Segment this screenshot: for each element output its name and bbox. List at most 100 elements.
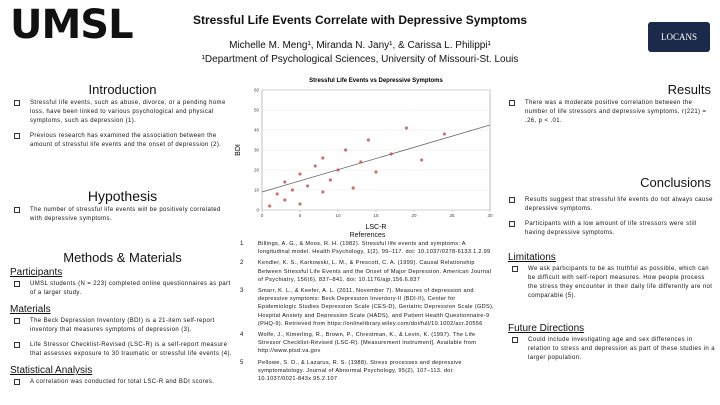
- section-heading: Conclusions: [640, 175, 711, 190]
- reference-number: 1: [240, 241, 244, 247]
- data-point: [359, 160, 363, 164]
- bullet-list: The number of stressful life events will…: [10, 206, 235, 224]
- x-tick-label: 20: [411, 213, 417, 218]
- reference: 5 Pellowe, S. D., & Lazarus, R. S. (1988)…: [240, 359, 495, 384]
- data-point: [298, 172, 302, 176]
- x-tick-label: 25: [449, 213, 455, 218]
- y-axis-label: BDI: [235, 144, 242, 156]
- subheading: Participants: [10, 267, 63, 278]
- limitations: Limitations We ask participants to be as…: [508, 250, 715, 307]
- x-tick-label: 15: [373, 213, 379, 218]
- future-directions: Future Directions Could include investig…: [508, 321, 715, 369]
- data-point: [306, 184, 310, 188]
- reference: 2 Kendler, K. S., Karkowski, L. M., & Pre…: [240, 259, 495, 284]
- reference-list: 1 Billings, A. G., & Moos, R. H. (1982). …: [240, 240, 495, 383]
- data-point: [321, 156, 325, 160]
- bullet-item: Stressful life events, such as abuse, di…: [10, 99, 235, 126]
- bullet-item: There was a moderate positive correlatio…: [505, 99, 715, 126]
- references: References 1 Billings, A. G., & Moos, R. …: [240, 232, 495, 386]
- affiliation: ¹Department of Psychological Sciences, U…: [201, 54, 519, 65]
- bullet-list: Could include investigating age and sex …: [508, 336, 715, 363]
- bullet-item: We ask participants to be as truthful as…: [508, 265, 715, 301]
- bullet-item: The number of stressful life events will…: [10, 206, 235, 224]
- bullet-item: Previous research has examined the assoc…: [10, 132, 235, 150]
- bullet-item: A correlation was conducted for total LS…: [10, 378, 235, 387]
- bullet-list: A correlation was conducted for total LS…: [10, 378, 235, 387]
- bullet-item: Participants with a low amount of life s…: [505, 220, 715, 238]
- x-tick-label: 30: [487, 213, 493, 218]
- subheading: Materials: [10, 304, 51, 315]
- reference: 4 Wolfe, J., Kimerling, R., Brown, P., Ch…: [240, 331, 495, 356]
- introduction: Introduction Stressful life events, such…: [10, 82, 235, 156]
- x-tick-label: 5: [299, 213, 302, 218]
- x-tick-label: 0: [261, 213, 264, 218]
- data-point: [321, 190, 325, 194]
- bullet-list: Results suggest that stressful life even…: [505, 196, 715, 238]
- reference-text: Kendler, K. S., Karkowski, L. M., & Pres…: [258, 260, 492, 283]
- section-heading: Methods & Materials: [63, 250, 182, 265]
- data-point: [351, 186, 355, 190]
- data-point: [404, 126, 408, 130]
- data-point: [336, 168, 340, 172]
- subheading: Limitations: [508, 252, 556, 263]
- reference-number: 4: [240, 332, 244, 339]
- data-point: [290, 188, 294, 192]
- reference-text: Smarr, K. L., & Keefer, A. L. (2011, Nov…: [258, 288, 495, 327]
- data-point: [298, 202, 302, 206]
- university-logo: UMSL: [10, 2, 134, 48]
- bullet-list: There was a moderate positive correlatio…: [505, 99, 715, 126]
- x-tick-label: 10: [335, 213, 341, 218]
- data-point: [283, 180, 287, 184]
- data-point: [275, 192, 279, 196]
- data-point: [313, 164, 317, 168]
- results: Results There was a moderate positive co…: [505, 82, 715, 132]
- bullet-item: UMSL students (N = 223) completed online…: [10, 280, 235, 298]
- reference-number: 5: [240, 359, 244, 366]
- subheading: Statistical Analysis: [10, 365, 93, 376]
- bullet-item: Could include investigating age and sex …: [508, 336, 715, 363]
- methods-body: Participants UMSL students (N = 223) comp…: [10, 267, 235, 387]
- section-heading: Introduction: [88, 82, 157, 97]
- section-heading: Hypothesis: [87, 188, 158, 204]
- bullet-list: Stressful life events, such as abuse, di…: [10, 99, 235, 150]
- y-tick-label: 10: [254, 188, 260, 193]
- hypothesis: Hypothesis The number of stressful life …: [10, 188, 235, 230]
- scatter-chart: Stressful Life Events vs Depressive Symp…: [235, 78, 493, 231]
- section-heading: Results: [667, 82, 711, 97]
- bullet-list: We ask participants to be as truthful as…: [508, 265, 715, 301]
- data-point: [328, 178, 332, 182]
- reference-text: Wolfe, J., Kimerling, R., Brown, P., Chr…: [258, 332, 477, 355]
- reference: 3 Smarr, K. L., & Keefer, A. L. (2011, No…: [240, 287, 495, 328]
- chart-title: Stressful Life Events vs Depressive Symp…: [309, 78, 443, 84]
- y-tick-label: 20: [254, 168, 260, 173]
- data-point: [344, 148, 348, 152]
- reference-text: Billings, A. G., & Moos, R. H. (1982). S…: [258, 241, 491, 256]
- bullet-item: Life Stressor Checklist-Revised (LSC-R) …: [10, 341, 235, 359]
- bullet-item: Results suggest that stressful life even…: [505, 196, 715, 214]
- x-axis-label: LSC-R: [365, 224, 386, 231]
- bullet-list: UMSL students (N = 223) completed online…: [10, 280, 235, 298]
- lab-logo: LOCANS: [648, 22, 710, 52]
- reference-number: 2: [240, 260, 244, 267]
- y-tick-label: 0: [256, 208, 259, 213]
- data-point: [389, 152, 393, 156]
- reference: 1 Billings, A. G., & Moos, R. H. (1982). …: [240, 240, 495, 256]
- bullet-item: The Beck Depression Inventory (BDI) is a…: [10, 317, 235, 335]
- data-point: [442, 132, 446, 136]
- y-tick-label: 60: [254, 88, 260, 93]
- y-tick-label: 30: [254, 148, 260, 153]
- data-point: [374, 170, 378, 174]
- references-heading: References: [349, 232, 386, 239]
- y-tick-label: 40: [254, 128, 260, 133]
- data-point: [283, 198, 287, 202]
- authors: Michelle M. Meng¹, Miranda N. Jany¹, & C…: [229, 40, 491, 51]
- data-point: [366, 138, 370, 142]
- methods: Methods & Materials Participants UMSL stu…: [10, 250, 235, 393]
- bullet-list: The Beck Depression Inventory (BDI) is a…: [10, 317, 235, 359]
- reference-number: 3: [240, 288, 244, 295]
- conclusions: Conclusions Results suggest that stressf…: [505, 175, 715, 244]
- data-point: [268, 204, 272, 208]
- data-point: [420, 158, 424, 162]
- poster-title: Stressful Life Events Correlate with Dep…: [192, 13, 528, 27]
